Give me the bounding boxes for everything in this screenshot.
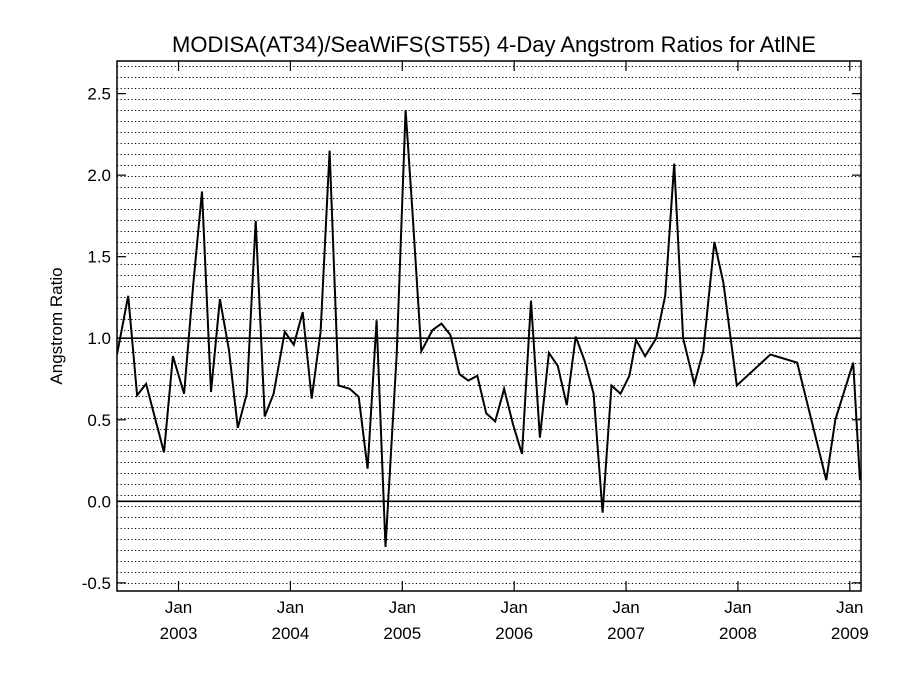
x-tick-year-label: 2006 <box>495 624 533 643</box>
y-tick-label: 2.5 <box>87 85 111 104</box>
gridlines <box>117 66 861 584</box>
y-tick-label: 1.5 <box>87 248 111 267</box>
y-tick-label: 2.0 <box>87 166 111 185</box>
x-tick-month-label: Jan <box>277 598 304 617</box>
x-tick-month-label: Jan <box>500 598 527 617</box>
x-tick-month-label: Jan <box>724 598 751 617</box>
series-layer <box>117 109 861 548</box>
y-tick-label: 1.0 <box>87 329 111 348</box>
x-tick-year-label: 2009 <box>831 624 869 643</box>
y-tick-label: 0.0 <box>87 492 111 511</box>
x-tick-month-label: Jan <box>389 598 416 617</box>
reference-lines <box>117 337 861 503</box>
x-tick-month-label: Jan <box>612 598 639 617</box>
series-line <box>117 109 861 548</box>
y-tick-label: -0.5 <box>82 574 111 593</box>
x-tick-year-label: 2005 <box>383 624 421 643</box>
y-axis: -0.5 0.0 0.5 1.0 1.5 2.0 2.5 <box>82 85 861 593</box>
x-tick-year-label: 2008 <box>719 624 757 643</box>
y-axis-label: Angstrom Ratio <box>47 267 66 384</box>
x-axis: Jan 2003 Jan 2004 Jan 2005 Jan 2006 Jan 2007 Jan 20… <box>160 61 869 643</box>
x-tick-month-label: Jan <box>165 598 192 617</box>
x-tick-year-label: 2007 <box>607 624 645 643</box>
x-tick-year-label: 2004 <box>271 624 309 643</box>
plot-frame <box>116 60 862 592</box>
x-tick-month-label: Jan <box>836 598 863 617</box>
chart-title: MODISA(AT34)/SeaWiFS(ST55) 4-Day Angstro… <box>172 32 816 57</box>
x-tick-year-label: 2003 <box>160 624 198 643</box>
y-tick-label: 0.5 <box>87 411 111 430</box>
